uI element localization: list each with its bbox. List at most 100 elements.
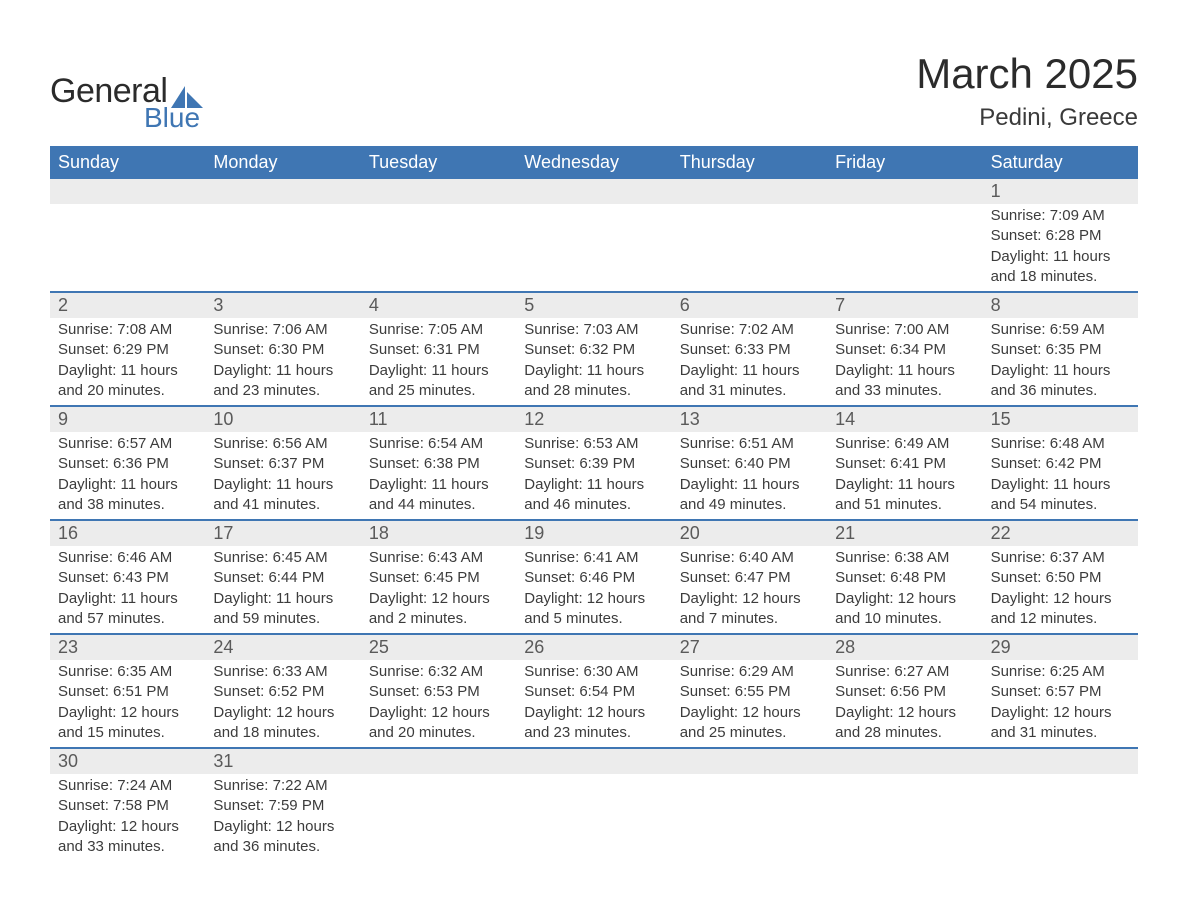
sunset-line: Sunset: 6:40 PM [680,454,819,474]
day-cell: 24Sunrise: 6:33 AMSunset: 6:52 PMDayligh… [205,633,360,747]
day-number: 21 [835,523,855,543]
sunset-line: Sunset: 6:47 PM [680,568,819,588]
sunrise-line: Sunrise: 6:27 AM [835,662,974,682]
day-cell-empty: . [827,747,982,861]
day-number-row: 19 [516,519,671,546]
sunset-line: Sunset: 6:44 PM [213,568,352,588]
day-cell: 6Sunrise: 7:02 AMSunset: 6:33 PMDaylight… [672,291,827,405]
day-cell: 27Sunrise: 6:29 AMSunset: 6:55 PMDayligh… [672,633,827,747]
day-body: Sunrise: 7:08 AMSunset: 6:29 PMDaylight:… [56,318,199,401]
sunrise-line: Sunrise: 6:30 AM [524,662,663,682]
day-number: 1 [991,181,1001,201]
dow-cell: Thursday [672,146,827,179]
sunrise-line: Sunrise: 6:56 AM [213,434,352,454]
day-cell-empty: . [827,179,982,291]
day-cell-empty: . [672,179,827,291]
day-number-row: 7 [827,291,982,318]
daylight-line: Daylight: 11 hours and 25 minutes. [369,361,508,402]
day-number-row: . [983,747,1138,774]
daylight-line: Daylight: 11 hours and 44 minutes. [369,475,508,516]
day-number: 29 [991,637,1011,657]
daylight-line: Daylight: 12 hours and 7 minutes. [680,589,819,630]
week-row: 9Sunrise: 6:57 AMSunset: 6:36 PMDaylight… [50,405,1138,519]
sunset-line: Sunset: 6:45 PM [369,568,508,588]
daylight-line: Daylight: 12 hours and 28 minutes. [835,703,974,744]
day-cell-empty: . [516,179,671,291]
week-row: 30 Sunrise: 7:24 AMSunset: 7:58 PMDayligh… [50,747,1138,861]
day-cell: 25Sunrise: 6:32 AMSunset: 6:53 PMDayligh… [361,633,516,747]
day-number-row: 3 [205,291,360,318]
daylight-line: Daylight: 11 hours and 46 minutes. [524,475,663,516]
sunset-line: Sunset: 6:46 PM [524,568,663,588]
day-cell: 17Sunrise: 6:45 AMSunset: 6:44 PMDayligh… [205,519,360,633]
daylight-line: Daylight: 11 hours and 36 minutes. [991,361,1130,402]
day-cell: 15Sunrise: 6:48 AMSunset: 6:42 PMDayligh… [983,405,1138,519]
day-cell: 23Sunrise: 6:35 AMSunset: 6:51 PMDayligh… [50,633,205,747]
day-number-row: . [361,179,516,204]
day-body: Sunrise: 7:24 AMSunset: 7:58 PMDaylight:… [56,774,199,857]
sunrise-line: Sunrise: 6:32 AM [369,662,508,682]
day-body: Sunrise: 6:41 AMSunset: 6:46 PMDaylight:… [522,546,665,629]
day-number: 30 [58,751,78,771]
day-number-row: . [827,179,982,204]
day-cell: 14Sunrise: 6:49 AMSunset: 6:41 PMDayligh… [827,405,982,519]
day-body: Sunrise: 6:40 AMSunset: 6:47 PMDaylight:… [678,546,821,629]
dow-cell: Sunday [50,146,205,179]
day-cell: 29Sunrise: 6:25 AMSunset: 6:57 PMDayligh… [983,633,1138,747]
day-number-row: 24 [205,633,360,660]
sunset-line: Sunset: 6:30 PM [213,340,352,360]
sunrise-line: Sunrise: 6:51 AM [680,434,819,454]
sunset-line: Sunset: 6:43 PM [58,568,197,588]
day-number-row: 10 [205,405,360,432]
day-body: Sunrise: 7:02 AMSunset: 6:33 PMDaylight:… [678,318,821,401]
sunrise-line: Sunrise: 6:49 AM [835,434,974,454]
day-number-row: . [672,179,827,204]
day-number-row: 4 [361,291,516,318]
title-month: March 2025 [916,50,1138,98]
sunset-line: Sunset: 6:35 PM [991,340,1130,360]
day-body: Sunrise: 6:35 AMSunset: 6:51 PMDaylight:… [56,660,199,743]
day-cell: 2Sunrise: 7:08 AMSunset: 6:29 PMDaylight… [50,291,205,405]
day-cell-empty: . [50,179,205,291]
day-number: 31 [213,751,233,771]
day-number: 17 [213,523,233,543]
sunset-line: Sunset: 6:42 PM [991,454,1130,474]
day-number-row: . [516,747,671,774]
sunrise-line: Sunrise: 6:29 AM [680,662,819,682]
daylight-line: Daylight: 11 hours and 38 minutes. [58,475,197,516]
sunset-line: Sunset: 6:50 PM [991,568,1130,588]
day-number-row: 14 [827,405,982,432]
daylight-line: Daylight: 11 hours and 57 minutes. [58,589,197,630]
day-body: Sunrise: 6:33 AMSunset: 6:52 PMDaylight:… [211,660,354,743]
sunset-line: Sunset: 6:52 PM [213,682,352,702]
day-number: 26 [524,637,544,657]
day-number-row: 31 [205,747,360,774]
day-number-row: . [50,179,205,204]
day-number-row: 2 [50,291,205,318]
day-body: Sunrise: 7:09 AMSunset: 6:28 PMDaylight:… [989,204,1132,287]
daylight-line: Daylight: 12 hours and 5 minutes. [524,589,663,630]
day-cell: 16Sunrise: 6:46 AMSunset: 6:43 PMDayligh… [50,519,205,633]
daylight-line: Daylight: 11 hours and 20 minutes. [58,361,197,402]
day-number-row: . [361,747,516,774]
day-body: Sunrise: 6:46 AMSunset: 6:43 PMDaylight:… [56,546,199,629]
day-body: Sunrise: 6:48 AMSunset: 6:42 PMDaylight:… [989,432,1132,515]
daylight-line: Daylight: 11 hours and 54 minutes. [991,475,1130,516]
day-cell: 19Sunrise: 6:41 AMSunset: 6:46 PMDayligh… [516,519,671,633]
day-body: Sunrise: 6:32 AMSunset: 6:53 PMDaylight:… [367,660,510,743]
daylight-line: Daylight: 11 hours and 28 minutes. [524,361,663,402]
daylight-line: Daylight: 11 hours and 31 minutes. [680,361,819,402]
sunset-line: Sunset: 7:58 PM [58,796,197,816]
day-cell-empty: . [983,747,1138,861]
day-number-row: 11 [361,405,516,432]
sunrise-line: Sunrise: 6:38 AM [835,548,974,568]
day-number: 22 [991,523,1011,543]
daylight-line: Daylight: 11 hours and 41 minutes. [213,475,352,516]
title-location: Pedini, Greece [916,104,1138,132]
day-cell: 31Sunrise: 7:22 AMSunset: 7:59 PMDayligh… [205,747,360,861]
sunset-line: Sunset: 6:41 PM [835,454,974,474]
day-cell-empty: . [361,179,516,291]
dow-cell: Friday [827,146,982,179]
day-number-row: 23 [50,633,205,660]
day-number-row: 30 [50,747,205,774]
